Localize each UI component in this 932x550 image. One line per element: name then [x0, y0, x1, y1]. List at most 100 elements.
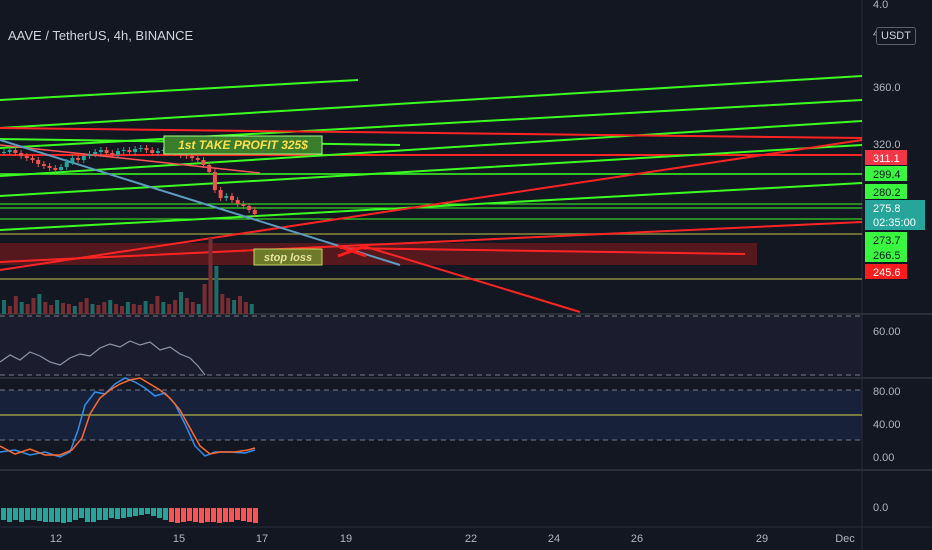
candle-body [70, 158, 75, 162]
candle-body [64, 162, 69, 167]
macd-bar [25, 508, 30, 520]
candle-body [207, 165, 212, 172]
candle-body [53, 168, 58, 170]
price-tag-label: 275.8 [873, 203, 901, 215]
volume-bar [137, 305, 142, 314]
macd-bar [1, 508, 6, 520]
candle-body [116, 151, 120, 155]
price-tag-273: 273.7 [865, 232, 907, 247]
price-pane[interactable] [0, 0, 862, 316]
macd-bar [115, 508, 120, 519]
macd-bar [145, 508, 150, 514]
macd-bar [253, 508, 258, 523]
candle-body [30, 158, 35, 160]
candle-body [121, 150, 126, 151]
macd-bar [169, 508, 174, 522]
trend-line[interactable] [0, 75, 863, 129]
candle-body [110, 153, 115, 155]
volume-bar [143, 301, 148, 314]
trend-line[interactable] [0, 221, 863, 263]
macd-bar [31, 508, 36, 520]
price-axis-tick: 320.0 [873, 139, 901, 151]
candle-body [184, 155, 189, 156]
macd-bar [175, 508, 180, 523]
volume-bar [78, 302, 83, 314]
time-axis-label: 12 [50, 533, 62, 545]
volume-bar [102, 302, 107, 314]
macd-bar [241, 508, 246, 521]
trend-line[interactable] [0, 127, 863, 139]
time-axis-label: 15 [173, 533, 185, 545]
stoch-axis-tick: 40.00 [873, 419, 901, 431]
rsi-line[interactable] [0, 340, 206, 376]
price-tag-266: 266.5 [865, 247, 907, 262]
macd-bar [217, 508, 222, 523]
candle-body [144, 148, 149, 150]
price-tag-245: 245.6 [865, 264, 907, 279]
price-tag-bg [865, 200, 925, 230]
candle-body [7, 150, 12, 152]
candles[interactable] [2, 145, 257, 217]
macd-bar [187, 508, 192, 521]
trend-line[interactable] [0, 79, 359, 101]
price-tag-label: 299.4 [873, 169, 901, 181]
trend-line[interactable] [0, 99, 863, 149]
macd-bar [247, 508, 252, 522]
trend-line[interactable] [0, 120, 863, 177]
volume-bar [120, 306, 124, 314]
stoch-axis-tick: 80.00 [873, 386, 901, 398]
countdown-label: 02:35:00 [873, 217, 916, 229]
price-tag-bg [865, 264, 907, 279]
trend-line[interactable] [339, 247, 746, 255]
currency-button[interactable]: USDT [876, 27, 916, 45]
price-axis-top-label: 4.0 [873, 0, 888, 11]
trend-line[interactable] [0, 182, 863, 231]
take-profit-annotation[interactable]: 1st TAKE PROFIT 325$ [163, 135, 323, 155]
volume-bar [208, 238, 213, 314]
price-tag-label: 280.2 [873, 187, 901, 199]
candle-body [81, 156, 86, 160]
macd-bar [55, 508, 60, 522]
stop-loss-annotation[interactable]: stop loss [253, 248, 323, 266]
price-tag-bg [865, 150, 907, 165]
macd-bar [199, 508, 204, 523]
macd-bar [229, 508, 234, 522]
candle-body [93, 152, 98, 154]
stop-loss-label: stop loss [264, 252, 312, 264]
volume-bar [25, 304, 30, 314]
candle-body [24, 156, 29, 158]
symbol-title[interactable]: AAVE / TetherUS, 4h, BINANCE [8, 28, 194, 43]
macd-bar [103, 508, 108, 520]
candle-body [98, 150, 103, 152]
macd-bar [73, 508, 78, 520]
trend-line[interactable] [359, 244, 581, 313]
price-tag-299: 299.4 [865, 166, 907, 181]
macd-bar [127, 508, 132, 517]
macd-bar [7, 508, 12, 522]
stop-loss-zone [0, 243, 757, 265]
candle-body [241, 204, 246, 206]
trend-line[interactable] [0, 144, 261, 174]
stoch-d-line[interactable] [0, 377, 256, 456]
stoch-axis-tick: 0.00 [873, 452, 894, 464]
volume-bars [2, 238, 254, 314]
macd-bar [49, 508, 54, 522]
volume-bar [72, 306, 77, 314]
volume-bar [37, 294, 42, 314]
time-axis-label: 19 [340, 533, 352, 545]
price-tag-label: 245.6 [873, 267, 901, 279]
trend-line[interactable] [0, 139, 863, 271]
time-axis-label: 26 [631, 533, 643, 545]
candle-body [41, 164, 46, 166]
volume-bar [7, 306, 12, 314]
volume-bar [61, 303, 65, 314]
price-axis-tick: 360.0 [873, 82, 901, 94]
volume-bar [55, 300, 60, 314]
trend-line[interactable] [0, 144, 863, 197]
candle-body [252, 210, 257, 214]
price-tag-bg [865, 184, 907, 199]
volume-bar [31, 298, 36, 314]
candle-body [13, 150, 18, 153]
candle-body [138, 148, 143, 149]
